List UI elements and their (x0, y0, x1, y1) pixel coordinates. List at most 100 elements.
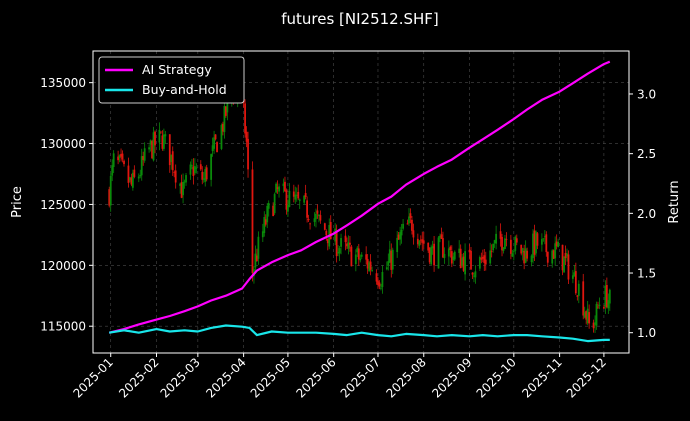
left-tick-label: 115000 (40, 320, 86, 334)
candle-body-down (297, 191, 300, 199)
candle-body-down (173, 172, 176, 173)
candle-body-up (563, 256, 565, 273)
candle-body-down (276, 187, 279, 189)
candle-body-up (294, 194, 297, 200)
candle-body-up (112, 153, 115, 168)
candle-body-down (501, 236, 503, 251)
candle-body-down (245, 131, 248, 142)
candle-body-up (586, 308, 589, 324)
right-tick-label: 3.0 (637, 87, 656, 101)
candle-body-up (399, 232, 402, 240)
candle-body-up (532, 233, 534, 259)
candle-body-up (118, 155, 121, 158)
candle-body-down (433, 243, 435, 266)
candle-body-up (170, 154, 173, 162)
candle-body-down (344, 235, 347, 242)
candle-body-down (120, 153, 122, 157)
candle-body-up (278, 186, 280, 192)
candle-body-up (189, 164, 192, 175)
candle-body-down (335, 231, 338, 257)
candle-body-down (561, 244, 564, 271)
candle-body-down (349, 242, 351, 245)
candle-body-down (192, 166, 195, 176)
candle-body-down (585, 311, 588, 320)
candle-body-up (387, 261, 390, 266)
candle-body-up (557, 241, 560, 248)
candle-body-down (142, 156, 145, 160)
candle-body-up (143, 148, 146, 161)
candle-body-down (576, 295, 579, 297)
candle-body-down (499, 231, 502, 239)
candle-body-down (552, 250, 555, 259)
candle-body-down (375, 273, 378, 282)
left-tick-label: 130000 (40, 137, 86, 151)
candle-body-down (365, 254, 368, 260)
legend-label-ai-strategy: AI Strategy (142, 62, 212, 77)
candle-body-up (493, 240, 496, 244)
candle-body-down (377, 280, 379, 285)
candle-body-down (470, 250, 472, 270)
candle-body-up (380, 287, 382, 289)
candle-body-up (604, 285, 607, 307)
candle-body-up (131, 172, 134, 188)
candle-body-up (511, 253, 514, 257)
candle-body-down (357, 248, 360, 260)
candle-body-up (458, 248, 461, 253)
candle-body-up (577, 283, 580, 296)
candle-body-up (573, 272, 576, 277)
left-tick-label: 125000 (40, 198, 86, 212)
candle-body-up (193, 166, 196, 174)
candle-body-up (223, 105, 226, 133)
candle-body-up (489, 250, 492, 264)
candle-body-down (168, 134, 171, 166)
left-tick-label: 135000 (40, 76, 86, 90)
candle-body-up (140, 156, 143, 176)
candle-body-down (505, 238, 508, 240)
candle-body-up (502, 247, 505, 251)
candle-body-down (564, 253, 567, 259)
candle-body-up (554, 243, 557, 259)
candle-body-down (304, 193, 307, 197)
candle-body-up (337, 252, 340, 254)
candle-body-down (421, 239, 424, 243)
candle-body-up (185, 175, 187, 183)
candle-body-up (540, 239, 543, 245)
candle-body-down (272, 205, 275, 217)
candle-body-down (369, 261, 372, 270)
right-tick-label: 2.5 (637, 147, 656, 161)
candle-body-up (583, 312, 586, 318)
candle-body-down (582, 281, 585, 316)
candle-body-up (210, 154, 213, 180)
candle-body-down (325, 230, 328, 236)
candle-body-up (356, 247, 359, 253)
candle-body-up (287, 205, 289, 212)
candle-body-up (338, 248, 341, 254)
candle-body-up (542, 238, 545, 240)
candle-body-down (133, 169, 136, 177)
candle-body-up (195, 167, 198, 169)
candle-body-up (263, 217, 266, 233)
candle-body-up (275, 183, 277, 193)
candle-body-down (121, 153, 124, 160)
candle-body-down (526, 250, 529, 259)
candle-body-up (566, 253, 568, 257)
candle-body-up (396, 237, 399, 253)
candle-body-up (137, 176, 140, 179)
candle-body-down (154, 131, 156, 146)
candle-body-down (480, 257, 483, 260)
series-line-buy-and-hold (109, 324, 610, 343)
candle-body-down (307, 219, 310, 221)
candle-body-down (285, 190, 288, 210)
candle-body-down (605, 285, 608, 308)
candle-body-up (594, 322, 596, 325)
candle-body-down (416, 238, 419, 245)
candle-body-up (530, 255, 533, 263)
candle-body-up (551, 250, 554, 264)
candle-body-down (326, 238, 329, 244)
candle-body-down (462, 256, 465, 271)
candle-body-up (400, 230, 403, 236)
candle-body-up (298, 199, 301, 201)
candle-body-up (359, 258, 362, 261)
candle-body-down (284, 181, 286, 192)
candle-body-up (452, 256, 455, 260)
